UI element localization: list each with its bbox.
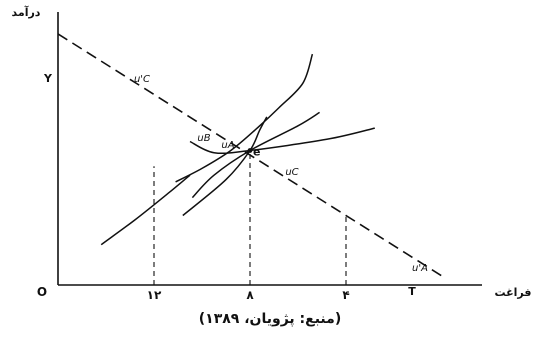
axes xyxy=(57,12,482,286)
curve-label-5: u'A xyxy=(412,263,428,274)
point-label: e xyxy=(253,146,260,159)
curve-label-2: uB xyxy=(197,133,210,144)
curve-label-3: uA xyxy=(221,140,234,151)
y-intercept-label: Y xyxy=(43,72,53,85)
curve-label-1: u'C xyxy=(134,74,150,85)
x-axis-label: فراغت xyxy=(495,286,532,299)
x-tick-label-1: ۱۲ xyxy=(147,288,162,302)
curve-label-4: uC xyxy=(285,167,298,178)
x-tick-label-2: ۸ xyxy=(246,288,254,302)
curve-u-c xyxy=(189,127,375,155)
equilibrium-point xyxy=(247,148,253,153)
origin-label: O xyxy=(37,285,47,299)
source-caption: (منبع: پژویان، ۱۳۸۹) xyxy=(198,311,342,327)
x-end-label: T xyxy=(408,285,416,298)
y-axis-label: درآمد xyxy=(12,5,41,19)
chart-labels: درآمد فراغت O T Y ۱۲ ۸ ۴ e u'C uB uA uC u'A xyxy=(12,5,532,302)
chart-marks xyxy=(57,33,443,285)
x-tick-label-3: ۴ xyxy=(342,288,349,302)
curve-u-prime-a xyxy=(100,174,191,246)
curve-u-prime-c xyxy=(175,53,314,183)
